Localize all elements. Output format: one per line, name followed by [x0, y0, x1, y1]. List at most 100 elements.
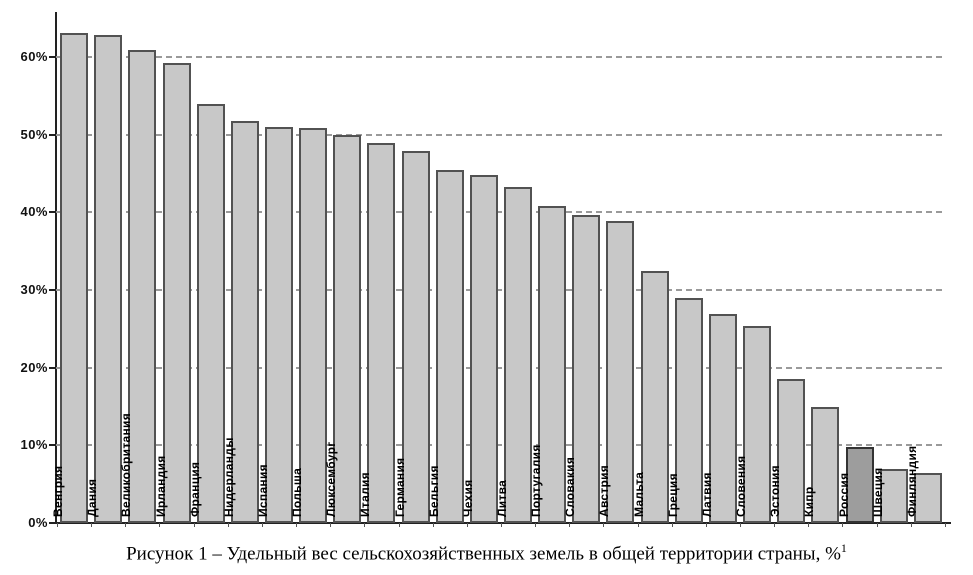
- x-tick-mark: [637, 523, 639, 527]
- x-tick-mark: [910, 523, 912, 527]
- x-tick-mark: [876, 523, 878, 527]
- bar-label-Германия: Германия: [392, 457, 407, 517]
- bar-slot: Бельгия: [427, 12, 467, 523]
- y-tick-label-30: 30%: [20, 281, 48, 297]
- bar-label-Чехия: Чехия: [460, 479, 475, 518]
- y-tick-label-0: 0%: [28, 515, 48, 530]
- x-tick-mark: [535, 523, 537, 527]
- y-tick-label-10: 10%: [20, 437, 48, 453]
- bar-slot: Франция: [188, 12, 228, 523]
- x-tick-mark: [330, 523, 332, 527]
- x-tick-mark: [57, 523, 58, 527]
- bar-label-Швеция: Швеция: [870, 467, 885, 517]
- bar-Франция: [196, 104, 225, 523]
- x-tick-mark: [91, 523, 93, 527]
- x-tick-mark: [432, 523, 434, 527]
- bar-label-Франция: Франция: [187, 461, 202, 517]
- gridline-30: [56, 288, 942, 291]
- x-tick-mark: [227, 523, 229, 527]
- bar-Бельгия: [435, 170, 464, 523]
- x-tick-mark: [364, 523, 366, 527]
- bar-label-Италия: Италия: [358, 472, 373, 517]
- figure-caption: Рисунок 1 – Удельный вес сельскохозяйств…: [0, 541, 973, 565]
- bar-label-Португалия: Португалия: [529, 444, 544, 517]
- x-tick-mark: [500, 523, 502, 527]
- gridline-20: [56, 366, 942, 369]
- bar-slot: Швеция: [871, 12, 911, 523]
- y-tick-mark: [49, 288, 56, 291]
- x-tick-mark: [774, 523, 776, 527]
- y-tick-mark: [49, 444, 56, 447]
- bar-Мальта: [640, 271, 669, 523]
- bar-Эстония: [777, 379, 806, 523]
- y-tick-label-60: 60%: [20, 48, 48, 64]
- bar-Финляндия: [913, 472, 942, 523]
- bar-label-Испания: Испания: [255, 464, 270, 517]
- bar-slot: Португалия: [529, 12, 569, 523]
- y-tick-mark: [49, 211, 56, 214]
- bar-Австрия: [606, 220, 635, 523]
- bar-slot: Словакия: [563, 12, 603, 523]
- x-tick-mark: [671, 523, 673, 527]
- x-tick-mark: [569, 523, 571, 527]
- bar-slot: Ирландия: [154, 12, 193, 523]
- y-axis-line: [55, 12, 57, 524]
- x-tick-mark: [125, 523, 127, 527]
- gridline-50: [56, 133, 942, 136]
- bar-label-Латвия: Латвия: [699, 472, 714, 517]
- bar-label-Литва: Литва: [495, 479, 509, 517]
- x-tick-mark: [842, 523, 844, 527]
- x-tick-mark: [603, 523, 605, 527]
- x-tick-mark: [705, 523, 707, 527]
- y-tick-mark: [49, 55, 56, 58]
- bar-label-Бельгия: Бельгия: [426, 465, 441, 517]
- x-tick-mark: [740, 523, 741, 527]
- bar-label-Ирландия: Ирландия: [153, 455, 168, 517]
- bar-label-Австрия: Австрия: [597, 464, 612, 517]
- bar-slot: Польша: [290, 12, 330, 523]
- bar-slot: Великобритания: [119, 12, 159, 523]
- bar-slot: Италия: [358, 12, 398, 523]
- bar-slot: Дания: [85, 12, 125, 523]
- bar-Швеция: [879, 469, 908, 523]
- bar-slot: Венгрия: [51, 12, 91, 523]
- x-tick-mark: [808, 523, 810, 527]
- bar-Словения: [743, 325, 772, 523]
- caption-text: Рисунок 1 – Удельный вес сельскохозяйств…: [126, 543, 841, 565]
- gridline-10: [56, 444, 942, 447]
- caption-footnote-marker: 1: [840, 541, 847, 555]
- bar-label-Нидерланды: Нидерланды: [221, 437, 236, 517]
- y-tick-mark: [49, 366, 56, 369]
- bar-Великобритания: [128, 49, 157, 523]
- bar-Греция: [674, 297, 703, 523]
- bar-slot: Германия: [393, 12, 433, 523]
- bar-Кипр: [811, 407, 840, 523]
- x-tick-mark: [296, 523, 298, 527]
- bar-label-Словакия: Словакия: [563, 456, 578, 517]
- x-axis-line: [54, 522, 951, 524]
- bar-Польша: [299, 127, 328, 523]
- bar-label-Кипр: Кипр: [802, 486, 817, 517]
- y-tick-mark: [49, 133, 56, 136]
- bar-slot: Испания: [256, 12, 296, 523]
- bar-label-Финляндия: Финляндия: [904, 445, 919, 517]
- y-tick-label-50: 50%: [20, 126, 48, 142]
- bar-Люксембург: [333, 135, 362, 523]
- bar-slot: Финляндия: [905, 12, 945, 523]
- bar-label-Великобритания: Великобритания: [119, 412, 134, 517]
- bar-label-Словения: Словения: [734, 455, 749, 517]
- bar-label-Польша: Польша: [290, 467, 305, 517]
- bar-slot: Литва: [495, 12, 535, 523]
- bar-Литва: [504, 186, 532, 523]
- bar-slot: Австрия: [597, 12, 637, 523]
- y-tick-label-20: 20%: [20, 359, 48, 375]
- bar-label-Россия: Россия: [836, 472, 851, 517]
- x-tick-mark: [466, 523, 468, 527]
- bar-slot: Кипр: [802, 12, 842, 523]
- bar-Венгрия: [60, 32, 89, 523]
- bar-Германия: [401, 150, 430, 523]
- bar-slot: Словения: [734, 12, 774, 523]
- bar-slot: Люксембург: [324, 12, 364, 523]
- x-tick-mark: [944, 523, 946, 527]
